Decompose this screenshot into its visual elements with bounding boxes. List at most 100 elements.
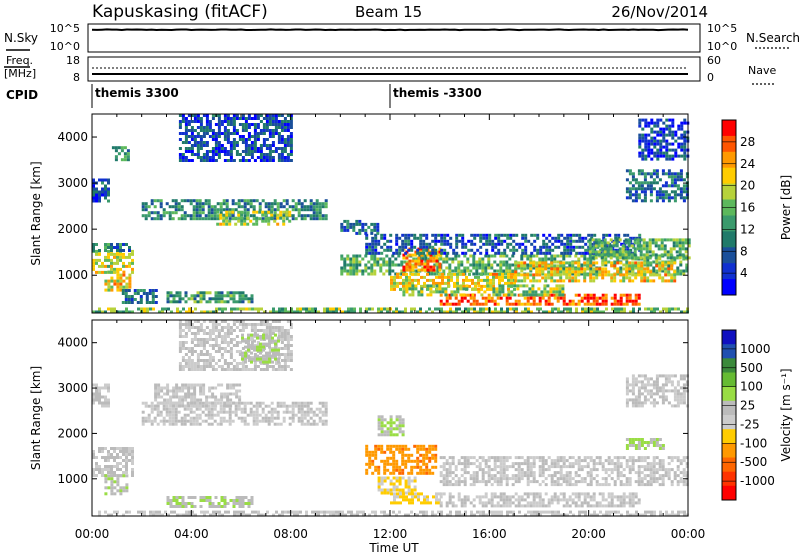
power-cell bbox=[668, 130, 672, 134]
power-cell bbox=[581, 307, 584, 311]
power-cell bbox=[159, 202, 163, 206]
power-cell bbox=[530, 310, 533, 314]
power-cell bbox=[616, 299, 620, 303]
power-cell bbox=[284, 310, 287, 314]
power-cell bbox=[606, 241, 610, 245]
power-cell bbox=[517, 299, 521, 303]
velocity-cell bbox=[104, 465, 107, 468]
power-cell bbox=[273, 219, 277, 223]
power-cell bbox=[525, 284, 529, 288]
power-cell bbox=[561, 284, 565, 288]
power-cell bbox=[594, 241, 598, 245]
power-cell bbox=[188, 310, 191, 314]
power-cell bbox=[285, 208, 289, 212]
power-cell bbox=[400, 269, 404, 273]
power-cell bbox=[274, 147, 278, 150]
power-cell bbox=[398, 236, 402, 240]
sky-noise-line bbox=[91, 28, 689, 32]
power-cell bbox=[352, 272, 356, 276]
power-cell bbox=[638, 118, 642, 122]
power-cell bbox=[613, 296, 617, 300]
power-cell bbox=[673, 172, 677, 176]
power-cell bbox=[532, 261, 536, 265]
power-cell bbox=[640, 181, 644, 185]
power-cell bbox=[127, 301, 131, 304]
power-cell bbox=[277, 156, 281, 159]
velocity-cell bbox=[324, 410, 328, 414]
velocity-cell bbox=[125, 447, 128, 450]
velocity-cell bbox=[380, 444, 384, 448]
power-cell bbox=[229, 297, 233, 301]
power-cell bbox=[214, 141, 218, 144]
power-cell bbox=[482, 236, 486, 240]
velocity-cell bbox=[262, 320, 266, 323]
power-cell bbox=[499, 260, 503, 264]
velocity-cell bbox=[268, 336, 271, 340]
power-cell bbox=[122, 252, 125, 256]
velocity-cell bbox=[92, 474, 95, 477]
velocity-cell bbox=[303, 416, 307, 420]
velocity-cell bbox=[401, 444, 405, 448]
power-cell bbox=[226, 300, 230, 304]
power-cell bbox=[128, 279, 132, 283]
velocity-cell bbox=[202, 499, 206, 502]
power-cell bbox=[287, 310, 290, 314]
velocity-cell bbox=[282, 416, 286, 420]
power-cell bbox=[656, 154, 660, 158]
power-cell bbox=[436, 269, 440, 273]
velocity-cell bbox=[178, 395, 182, 399]
velocity-cell bbox=[280, 326, 284, 329]
power-cell bbox=[554, 245, 558, 249]
velocity-cell bbox=[178, 347, 182, 350]
power-cell bbox=[637, 187, 641, 191]
power-cell bbox=[390, 284, 393, 288]
power-cell bbox=[414, 287, 418, 291]
power-cell bbox=[652, 266, 656, 270]
velocity-cell bbox=[244, 496, 248, 499]
power-cell bbox=[318, 205, 322, 209]
power-cell bbox=[438, 265, 442, 269]
power-cell bbox=[371, 239, 375, 243]
velocity-cell bbox=[189, 422, 193, 426]
power-cell bbox=[268, 159, 272, 162]
power-cell bbox=[247, 123, 251, 126]
power-cell bbox=[492, 272, 495, 276]
power-cell bbox=[539, 245, 543, 249]
power-cell bbox=[193, 114, 197, 117]
velocity-cell bbox=[153, 407, 157, 411]
power-cell bbox=[353, 307, 356, 311]
velocity-cell bbox=[416, 459, 420, 463]
velocity-cell bbox=[256, 348, 259, 352]
velocity-cell bbox=[165, 410, 169, 414]
power-cell bbox=[651, 250, 655, 254]
power-cell bbox=[670, 178, 674, 182]
power-cell bbox=[380, 233, 384, 237]
power-cell bbox=[171, 199, 175, 203]
power-cell bbox=[566, 239, 570, 243]
power-cell bbox=[300, 217, 304, 221]
power-cell bbox=[662, 136, 666, 140]
power-cell bbox=[340, 225, 344, 229]
power-cell bbox=[538, 296, 542, 300]
power-cell bbox=[520, 302, 524, 306]
velocity-cell bbox=[244, 354, 247, 358]
power-cell bbox=[289, 159, 293, 162]
power-cell bbox=[668, 118, 672, 122]
power-cell bbox=[417, 256, 421, 260]
power-cell bbox=[647, 121, 651, 125]
velocity-cell bbox=[163, 398, 167, 402]
power-cell bbox=[583, 267, 587, 271]
power-cell bbox=[647, 139, 651, 143]
power-cell bbox=[541, 263, 545, 267]
power-cell bbox=[493, 254, 497, 258]
power-cell bbox=[193, 144, 197, 147]
power-cell bbox=[104, 270, 107, 274]
power-cell bbox=[226, 159, 230, 162]
velocity-cell bbox=[234, 404, 238, 408]
power-cell bbox=[419, 242, 423, 246]
power-cell bbox=[655, 269, 659, 273]
power-cell bbox=[568, 302, 572, 306]
power-cell bbox=[114, 146, 118, 150]
power-cell bbox=[477, 275, 480, 279]
